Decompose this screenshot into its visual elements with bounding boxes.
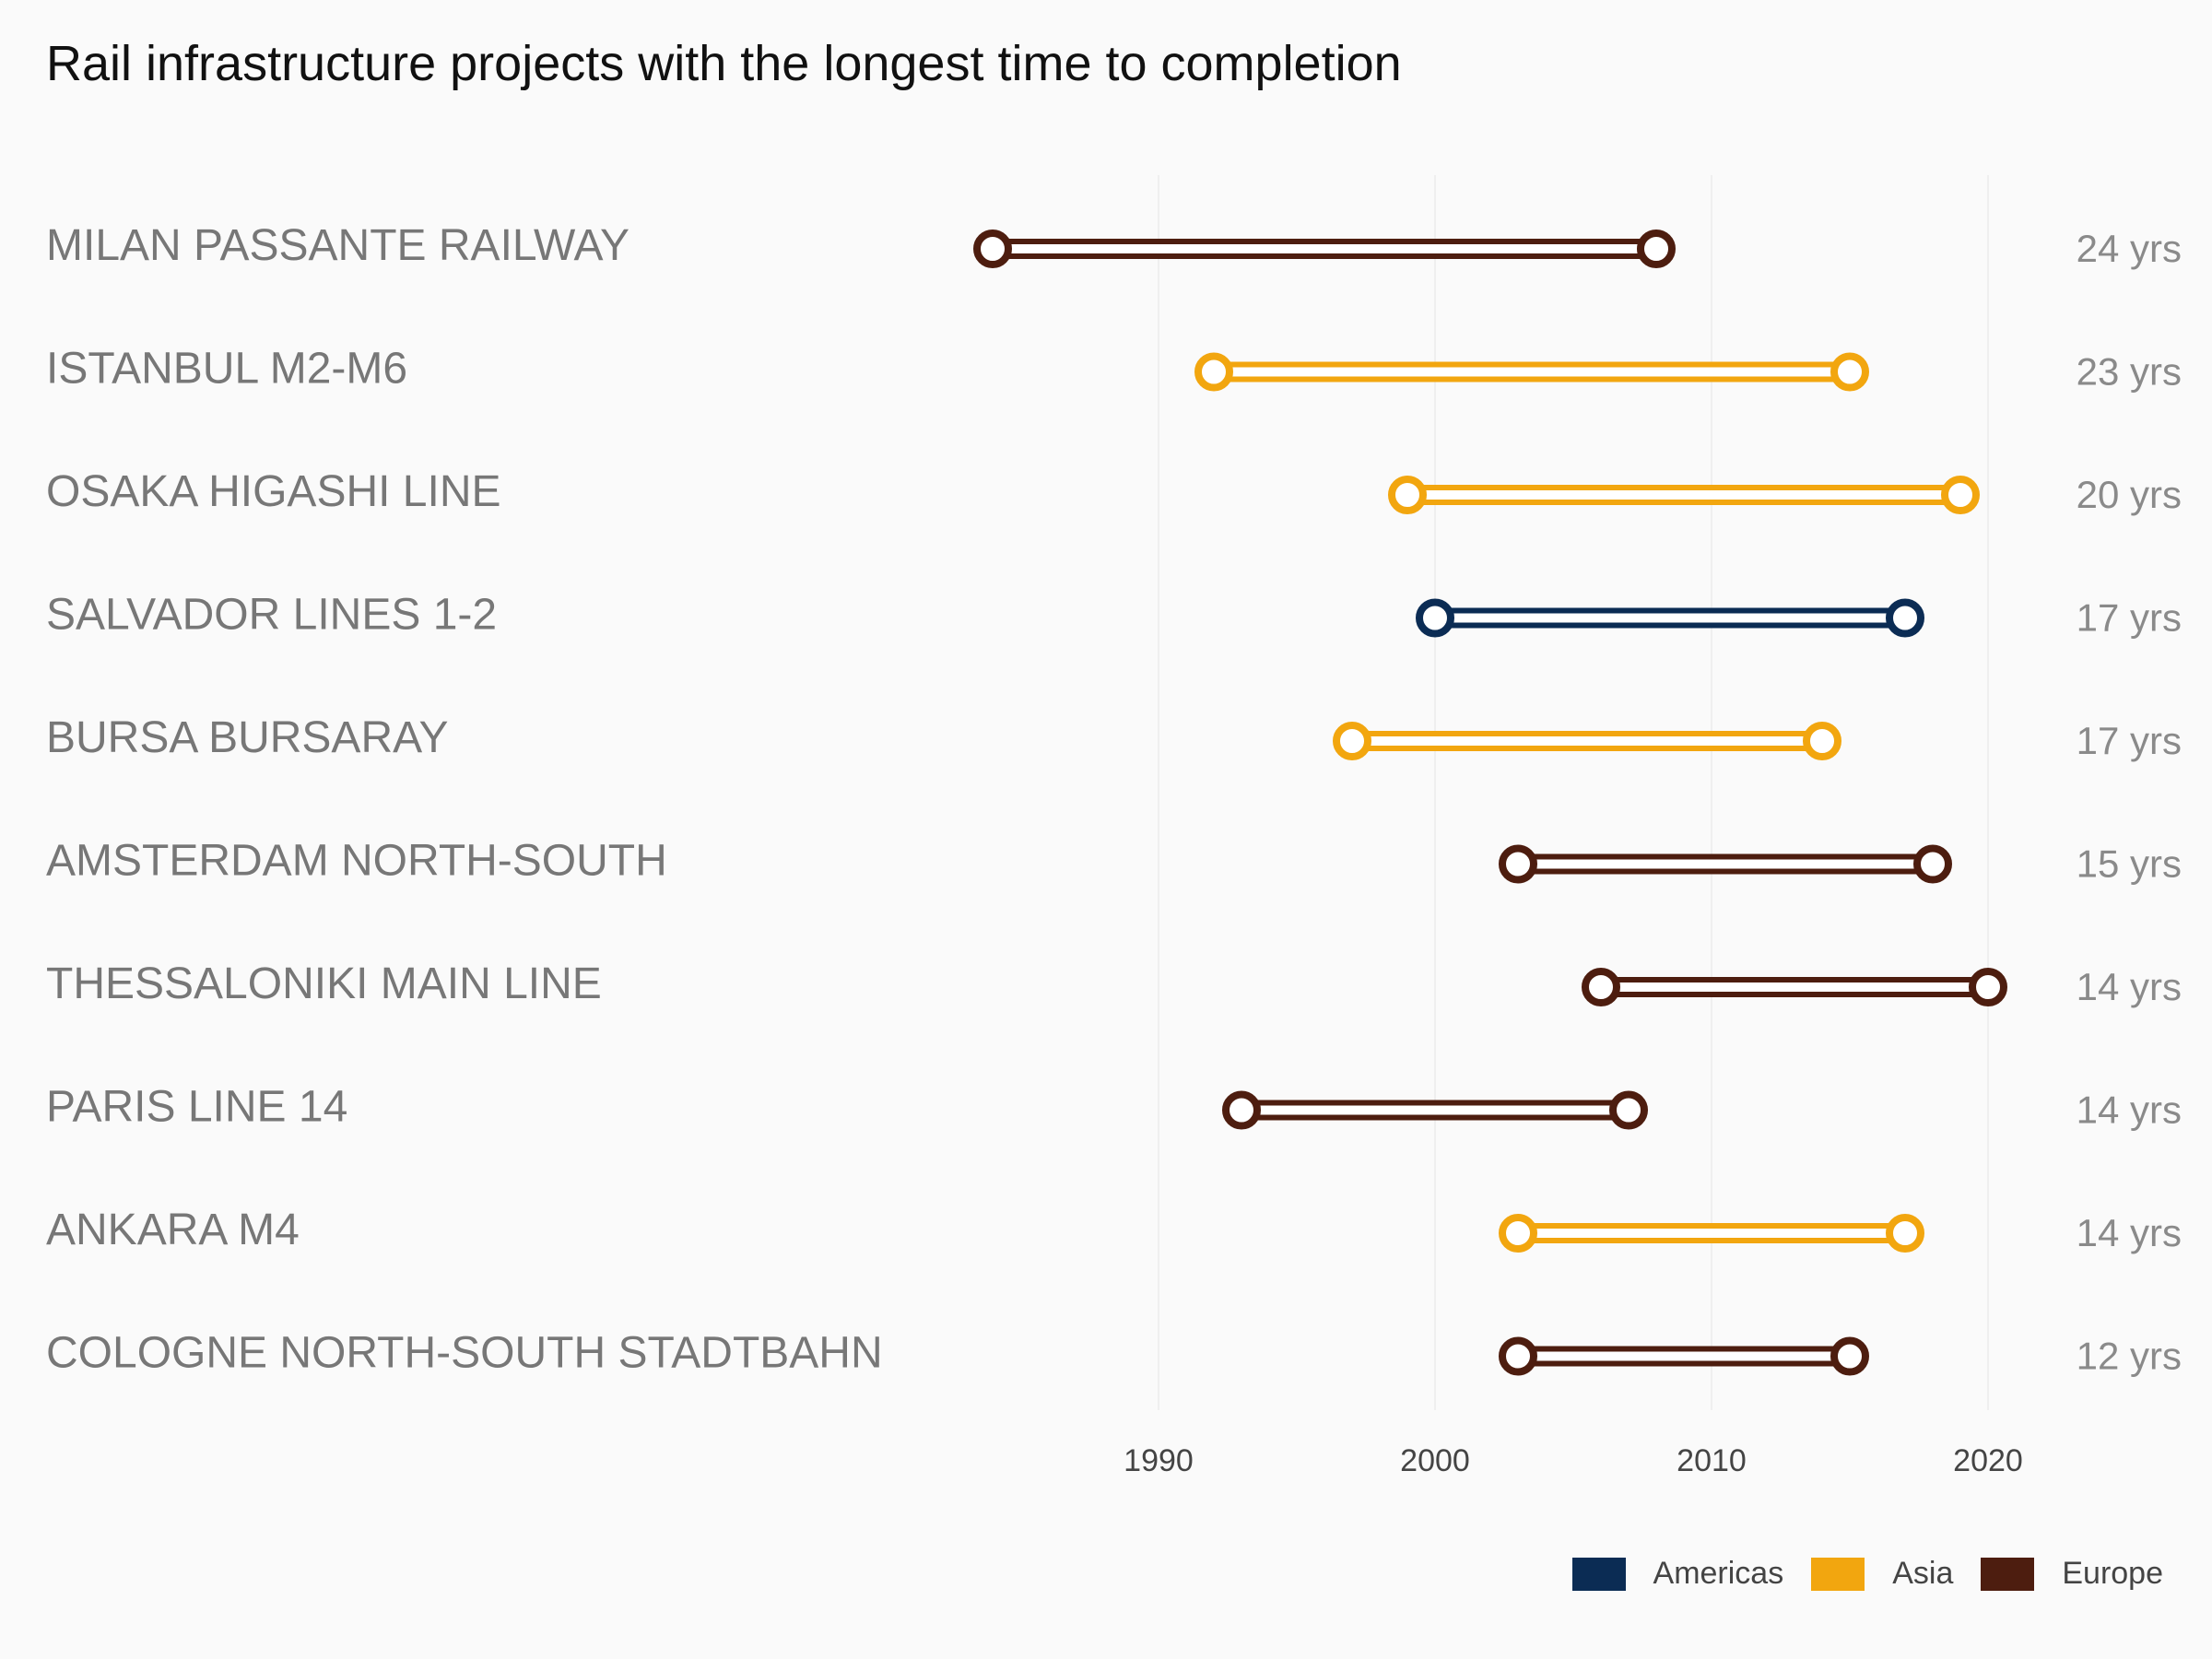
end-point — [1913, 844, 1952, 884]
project-label: AMSTERDAM NORTH-SOUTH — [46, 837, 667, 886]
start-point — [1333, 722, 1371, 760]
legend-item: Europe — [1981, 1556, 2163, 1592]
start-point — [1499, 844, 1537, 884]
project-label: MILAN PASSANTE RAILWAY — [46, 221, 629, 270]
duration-label: 23 yrs — [2077, 350, 2182, 394]
dumbbell — [973, 229, 1676, 268]
dumbbell — [1388, 476, 1980, 514]
legend-item: Americas — [1571, 1556, 1784, 1592]
legend-label: Americas — [1653, 1556, 1784, 1591]
duration-label: 14 yrs — [2077, 965, 2182, 1008]
project-label: BURSA BURSARAY — [46, 713, 449, 762]
dumbbell — [1416, 598, 1924, 638]
dumbbell — [1333, 722, 1841, 760]
dumbbell — [1499, 1336, 1869, 1376]
duration-label: 15 yrs — [2077, 842, 2182, 886]
duration-label: 14 yrs — [2077, 1088, 2182, 1132]
dumbbell — [1582, 968, 2007, 1006]
duration-label: 12 yrs — [2077, 1335, 2182, 1378]
start-point — [1499, 1336, 1537, 1376]
start-point — [1582, 968, 1620, 1006]
project-label: COLOGNE NORTH-SOUTH STADTBAHN — [46, 1329, 883, 1378]
legend: Americas Asia Europe — [1545, 1556, 2163, 1592]
end-point — [1941, 476, 1980, 514]
x-tick-label: 2020 — [1953, 1443, 2023, 1478]
duration-label: 17 yrs — [2077, 596, 2182, 640]
duration-label: 14 yrs — [2077, 1211, 2182, 1254]
dumbbell — [1194, 352, 1869, 392]
end-point — [1830, 352, 1869, 392]
end-point — [1803, 722, 1841, 760]
x-tick-label: 2010 — [1677, 1443, 1747, 1478]
end-point — [1637, 229, 1676, 268]
chart-title: Rail infrastructure projects with the lo… — [46, 36, 1402, 91]
project-label: OSAKA HIGASHI LINE — [46, 467, 501, 516]
start-point — [973, 229, 1012, 268]
project-label: ISTANBUL M2-M6 — [46, 345, 407, 394]
end-point — [1830, 1336, 1869, 1376]
start-point — [1194, 352, 1233, 392]
dumbbell — [1222, 1090, 1648, 1130]
start-point — [1499, 1214, 1537, 1253]
x-tick-label: 1990 — [1124, 1443, 1194, 1478]
legend-item: Asia — [1811, 1556, 1953, 1592]
dumbbell — [1499, 1214, 1924, 1253]
project-label: SALVADOR LINES 1-2 — [46, 591, 497, 640]
duration-label: 20 yrs — [2077, 473, 2182, 516]
legend-label: Asia — [1892, 1556, 1954, 1591]
dumbbell — [1499, 844, 1952, 884]
legend-label: Europe — [2062, 1556, 2163, 1591]
end-point — [1886, 1214, 1924, 1253]
x-tick-label: 2000 — [1400, 1443, 1470, 1478]
start-point — [1222, 1090, 1261, 1130]
end-point — [1886, 598, 1924, 638]
duration-label: 17 yrs — [2077, 719, 2182, 762]
end-point — [1969, 968, 2007, 1006]
legend-swatch — [1571, 1557, 1626, 1591]
duration-label: 24 yrs — [2077, 227, 2182, 270]
project-label: ANKARA M4 — [46, 1206, 300, 1254]
project-label: THESSALONIKI MAIN LINE — [46, 959, 602, 1008]
start-point — [1416, 598, 1454, 638]
legend-swatch — [1811, 1557, 1865, 1591]
legend-swatch — [1981, 1557, 2035, 1591]
project-label: PARIS LINE 14 — [46, 1083, 347, 1132]
end-point — [1609, 1090, 1648, 1130]
start-point — [1388, 476, 1427, 514]
